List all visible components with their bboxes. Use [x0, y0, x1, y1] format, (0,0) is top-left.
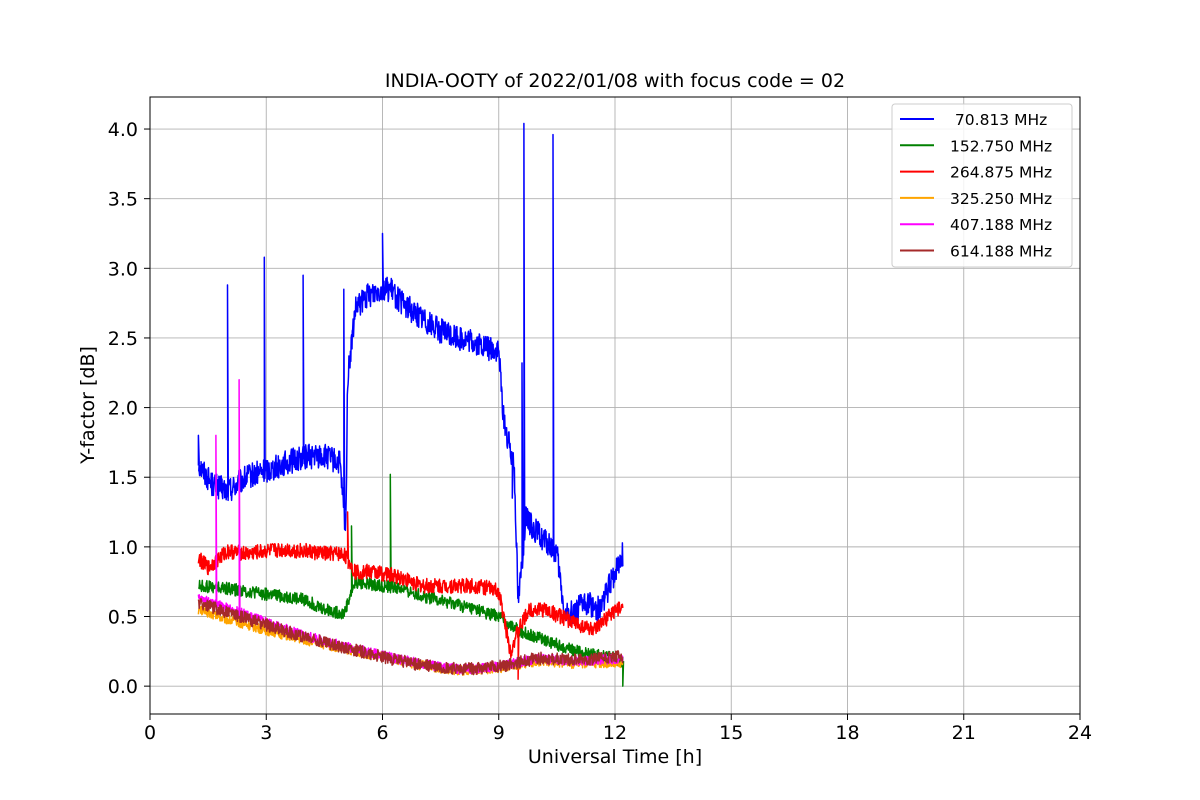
y-axis-label: Y-factor [dB]	[77, 346, 99, 465]
x-tick-label: 15	[719, 722, 743, 744]
y-tick-label: 1.5	[108, 467, 138, 489]
y-tick-label: 2.5	[108, 328, 138, 350]
legend-label: 407.188 MHz	[950, 216, 1052, 234]
x-tick-label: 9	[493, 722, 505, 744]
x-tick-label: 21	[952, 722, 976, 744]
x-axis-label: Universal Time [h]	[528, 746, 702, 768]
x-tick-label: 24	[1068, 722, 1092, 744]
legend-label: 152.750 MHz	[950, 137, 1052, 155]
y-tick-label: 0.5	[108, 607, 138, 629]
y-tick-label: 2.0	[108, 398, 138, 420]
chart-title: INDIA-OOTY of 2022/01/08 with focus code…	[385, 70, 845, 92]
y-tick-label: 1.0	[108, 537, 138, 559]
x-tick-label: 3	[260, 722, 272, 744]
x-tick-label: 18	[835, 722, 859, 744]
legend-label: 614.188 MHz	[950, 243, 1052, 261]
x-tick-label: 12	[603, 722, 627, 744]
x-tick-label: 0	[144, 722, 156, 744]
legend-label: 70.813 MHz	[950, 111, 1047, 129]
y-tick-label: 3.0	[108, 258, 138, 280]
y-tick-label: 0.0	[108, 676, 138, 698]
legend-label: 325.250 MHz	[950, 190, 1052, 208]
legend-label: 264.875 MHz	[950, 164, 1052, 182]
x-tick-label: 6	[376, 722, 388, 744]
y-tick-label: 4.0	[108, 119, 138, 141]
legend: 70.813 MHz 152.750 MHz 264.875 MHz 325.250 …	[892, 104, 1072, 267]
y-tick-label: 3.5	[108, 189, 138, 211]
